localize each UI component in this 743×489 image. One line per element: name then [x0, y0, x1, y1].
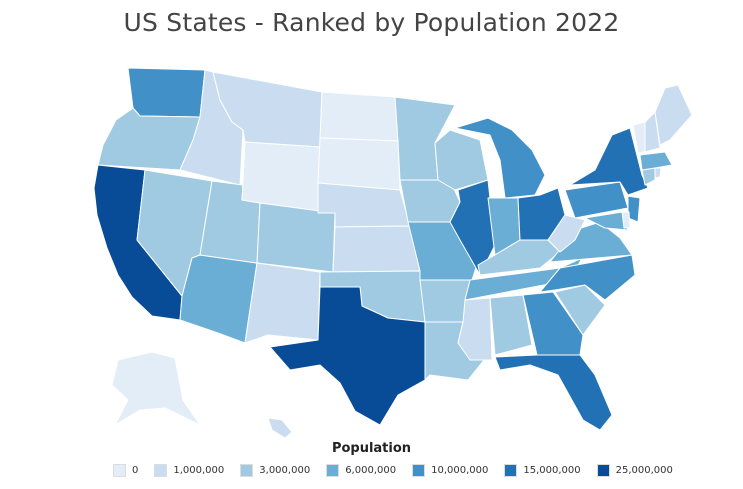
legend: 0 1,000,000 3,000,000 6,000,000 10,000,000 15…	[113, 462, 689, 478]
legend-item[interactable]: 25,000,000	[596, 463, 673, 477]
legend-item[interactable]: 1,000,000	[154, 463, 225, 477]
legend-swatch	[504, 463, 518, 477]
map-title: US States - Ranked by Population 2022	[123, 8, 620, 37]
state-MD[interactable]	[584, 211, 629, 231]
state-FL[interactable]	[494, 354, 613, 431]
legend-swatch	[596, 463, 610, 477]
state-WY[interactable]	[241, 141, 321, 214]
state-AZ[interactable]	[179, 254, 258, 344]
state-WV[interactable]	[547, 214, 586, 253]
state-NM[interactable]	[244, 262, 321, 344]
legend-label: 1,000,000	[173, 464, 225, 476]
state-KS[interactable]	[332, 225, 421, 273]
legend-swatch	[240, 463, 254, 477]
legend-item[interactable]: 0	[113, 463, 139, 477]
legend-label: 15,000,000	[523, 464, 581, 476]
legend-title: Population	[331, 441, 412, 456]
state-WA[interactable]	[127, 67, 206, 118]
state-HI[interactable]	[267, 417, 293, 439]
legend-label: 25,000,000	[615, 464, 673, 476]
state-SC[interactable]	[554, 284, 606, 336]
state-GA[interactable]	[522, 291, 584, 356]
state-ME[interactable]	[654, 84, 693, 146]
state-NC[interactable]	[539, 254, 636, 301]
legend-item[interactable]: 6,000,000	[326, 463, 397, 477]
state-NY[interactable]	[569, 127, 649, 196]
legend-item[interactable]: 3,000,000	[240, 463, 311, 477]
state-RI[interactable]	[654, 167, 662, 179]
state-SD[interactable]	[317, 137, 401, 191]
state-AK[interactable]	[111, 351, 201, 426]
state-MI[interactable]	[454, 117, 546, 199]
state-TX[interactable]	[269, 286, 426, 426]
legend-label: 0	[132, 464, 139, 476]
legend-label: 10,000,000	[431, 464, 489, 476]
legend-label: 3,000,000	[259, 464, 311, 476]
state-NJ[interactable]	[627, 195, 641, 223]
state-DE[interactable]	[621, 211, 631, 229]
legend-swatch	[154, 463, 168, 477]
legend-item[interactable]: 10,000,000	[412, 463, 489, 477]
state-IL[interactable]	[449, 179, 496, 276]
state-ND[interactable]	[319, 91, 399, 142]
state-AL[interactable]	[489, 294, 533, 356]
legend-label: 6,000,000	[345, 464, 397, 476]
state-WI[interactable]	[434, 129, 489, 191]
state-MA[interactable]	[639, 151, 673, 171]
legend-swatch	[113, 463, 126, 477]
legend-item[interactable]: 15,000,000	[504, 463, 581, 477]
legend-swatch	[412, 463, 426, 477]
legend-swatch	[326, 463, 340, 477]
